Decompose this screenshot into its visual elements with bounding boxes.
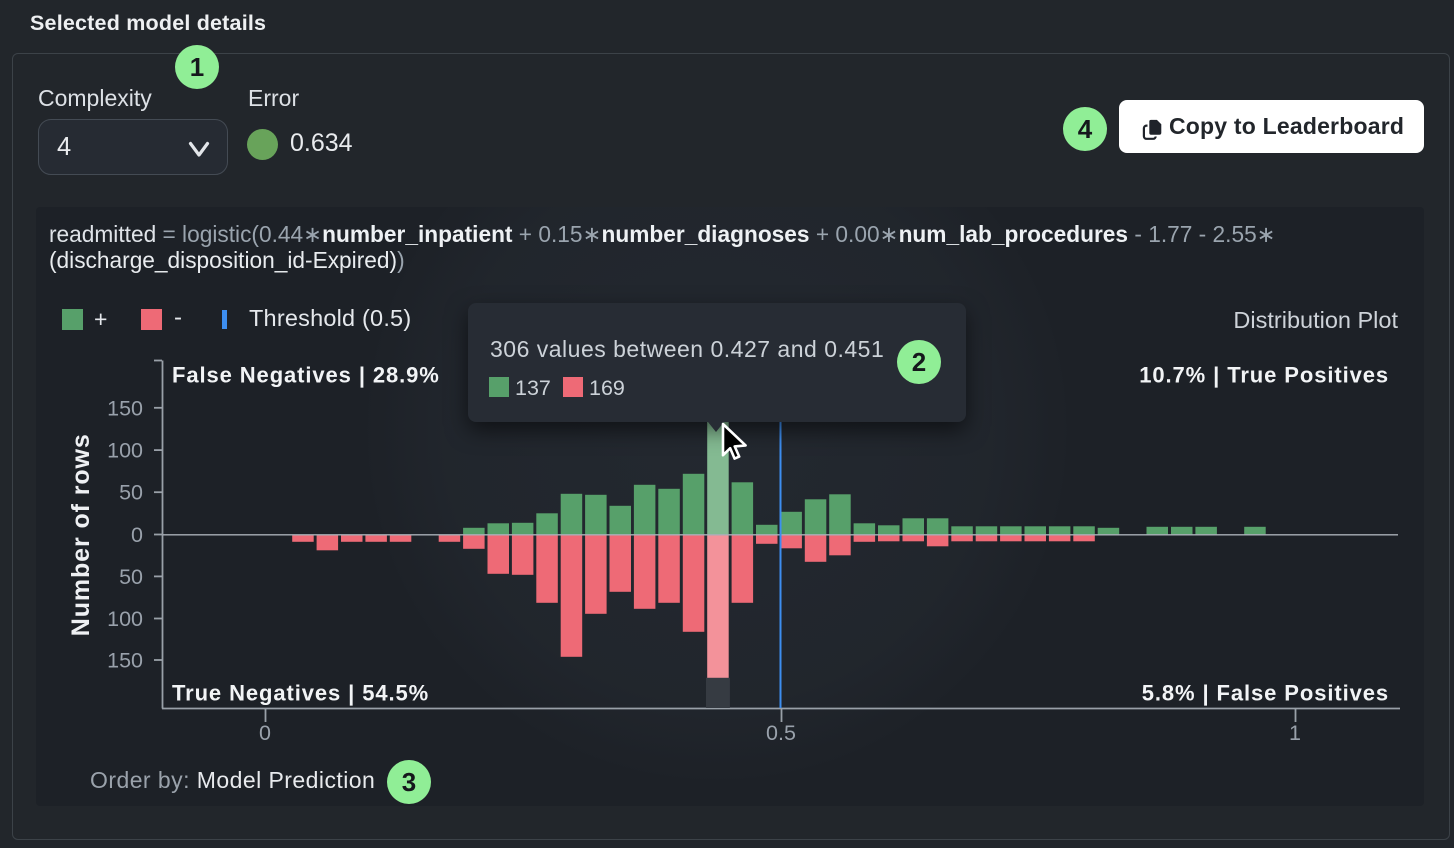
svg-text:1: 1 [1289, 721, 1301, 745]
svg-text:0: 0 [259, 721, 271, 745]
svg-text:True Negatives | 54.5%: True Negatives | 54.5% [172, 681, 429, 706]
svg-text:50: 50 [119, 481, 143, 505]
svg-text:10.7% | True Positives: 10.7% | True Positives [1139, 363, 1389, 388]
svg-text:50: 50 [119, 565, 143, 589]
svg-text:5.8% | False Positives: 5.8% | False Positives [1142, 681, 1389, 706]
svg-text:150: 150 [107, 396, 143, 420]
svg-text:False Negatives | 28.9%: False Negatives | 28.9% [172, 363, 440, 388]
svg-text:0.5: 0.5 [766, 721, 796, 745]
svg-text:150: 150 [107, 649, 143, 673]
svg-text:Number of rows: Number of rows [67, 433, 95, 636]
svg-text:100: 100 [107, 439, 143, 463]
svg-text:0: 0 [131, 523, 143, 547]
svg-text:100: 100 [107, 607, 143, 631]
